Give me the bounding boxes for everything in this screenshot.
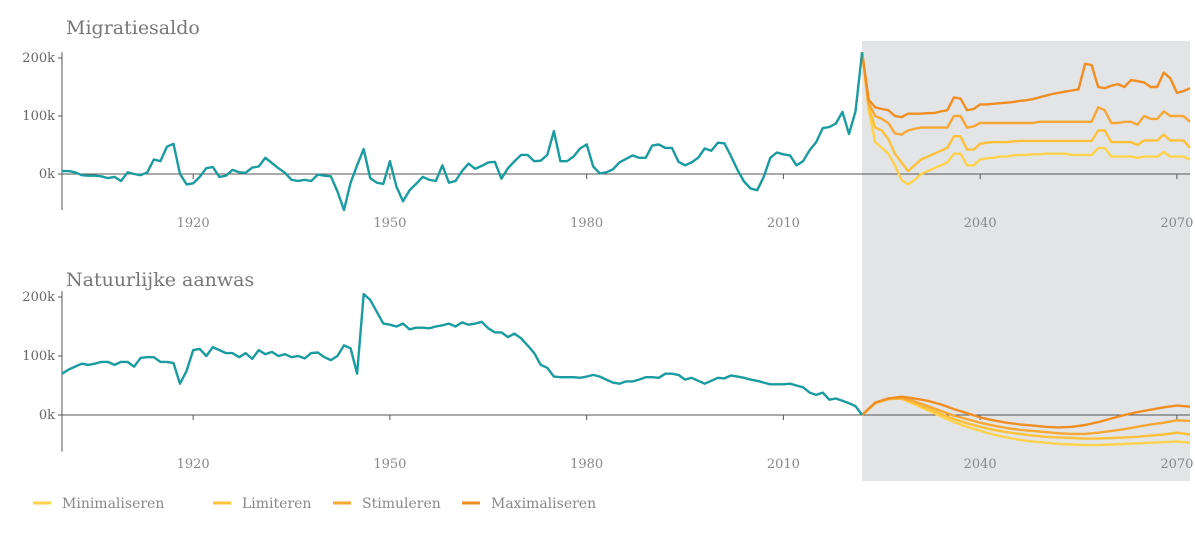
series-line-stimuleren	[861, 396, 1191, 436]
y-tick-label: 0k	[39, 167, 55, 182]
x-tick-label: 2070	[1160, 216, 1193, 231]
y-tick-label: 100k	[22, 349, 55, 364]
y-tick-label: 0k	[39, 408, 55, 423]
panel-title: Natuurlijke aanwas	[66, 269, 254, 291]
series-line-minimaliseren	[860, 52, 1191, 186]
x-tick-label: 1980	[570, 457, 603, 472]
y-tick-label: 200k	[22, 51, 55, 66]
x-tick-label: 2070	[1160, 457, 1193, 472]
y-tick-label: 200k	[22, 290, 55, 305]
historical-line	[62, 52, 864, 212]
series-line-minimaliseren	[861, 397, 1191, 447]
historical-line	[61, 292, 864, 416]
series-line-stimuleren	[860, 52, 1191, 136]
x-tick-label: 1920	[177, 457, 210, 472]
x-tick-label: 2040	[964, 457, 997, 472]
x-tick-label: 2010	[767, 457, 800, 472]
series-line-maximaliseren	[860, 52, 1191, 119]
x-tick-label: 1950	[373, 457, 406, 472]
x-tick-label: 1920	[177, 216, 210, 231]
legend-label-minimaliseren: Minimaliseren	[62, 496, 164, 512]
x-tick-label: 1980	[570, 216, 603, 231]
legend-label-stimuleren: Stimuleren	[362, 496, 441, 512]
x-tick-label: 1950	[373, 216, 406, 231]
series-line-maximaliseren	[861, 395, 1191, 429]
legend-label-maximaliseren: Maximaliseren	[491, 496, 596, 512]
series-line-limiteren	[861, 397, 1191, 440]
panel-natuurlijke-aanwas: Natuurlijke aanwas 0k 100k 200k 1920 1950 198…	[22, 269, 1193, 472]
panel-title: Migratiesaldo	[66, 17, 200, 39]
x-tick-label: 2010	[767, 216, 800, 231]
panel-migratiesaldo: Migratiesaldo 0k 100k 200k 1920 1950 1980 2010…	[22, 17, 1193, 231]
x-tick-label: 2040	[964, 216, 997, 231]
legend: Minimaliseren Limiteren Stimuleren Maxim…	[33, 496, 596, 512]
legend-label-limiteren: Limiteren	[242, 496, 311, 512]
y-tick-label: 100k	[22, 109, 55, 124]
series-line-limiteren	[860, 52, 1191, 173]
